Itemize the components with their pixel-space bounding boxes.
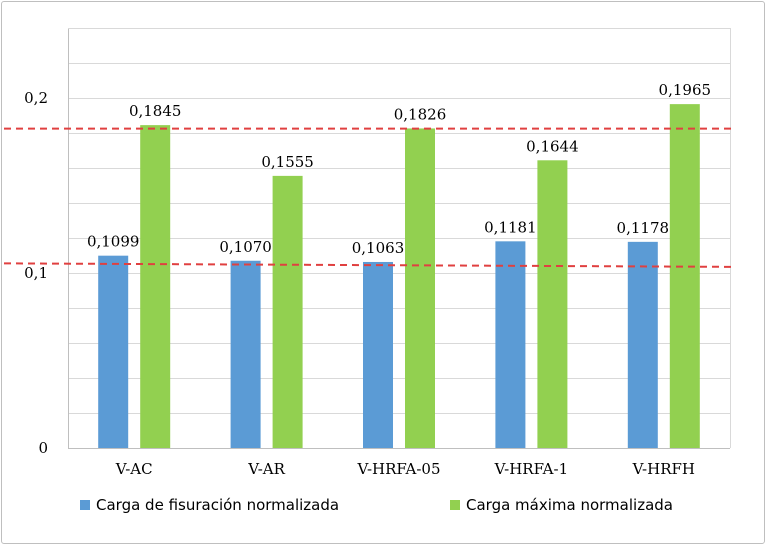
legend-swatch <box>80 500 90 510</box>
x-category-label: V-AC <box>115 460 153 478</box>
legend-swatch <box>450 500 460 510</box>
data-label: 0,1644 <box>526 137 579 155</box>
data-label: 0,1826 <box>394 105 447 123</box>
y-tick-label: 0,1 <box>24 264 48 282</box>
x-category-label: V-HRFA-1 <box>494 460 568 478</box>
bar-max-load <box>272 175 303 448</box>
bar-max-load <box>669 104 700 448</box>
x-category-label: V-AR <box>247 460 285 478</box>
bar-cracking-load <box>98 255 129 448</box>
bar-max-load <box>537 160 568 449</box>
bar-cracking-load <box>230 260 261 448</box>
y-tick-label: 0 <box>38 439 48 457</box>
data-label: 0,1070 <box>219 238 272 256</box>
bar-cracking-load <box>495 241 526 448</box>
bar-max-load <box>140 125 171 448</box>
legend-label: Carga de fisuración normalizada <box>96 496 339 514</box>
bar-cracking-load <box>627 241 658 448</box>
data-label: 0,1178 <box>617 219 670 237</box>
data-label: 0,1555 <box>261 153 314 171</box>
bar-max-load <box>405 128 435 448</box>
x-category-label: V-HRFH <box>632 460 695 478</box>
data-label: 0,1099 <box>87 233 140 251</box>
legend-label: Carga máxima normalizada <box>466 496 673 514</box>
y-tick-label: 0,2 <box>24 89 48 107</box>
data-label: 0,1965 <box>659 81 712 99</box>
data-label: 0,1063 <box>352 239 405 257</box>
data-label: 0,1181 <box>484 218 537 236</box>
reference-line <box>3 262 737 268</box>
bar-cracking-load <box>363 261 393 448</box>
x-category-label: V-HRFA-05 <box>357 460 441 478</box>
data-label: 0,1845 <box>129 102 182 120</box>
